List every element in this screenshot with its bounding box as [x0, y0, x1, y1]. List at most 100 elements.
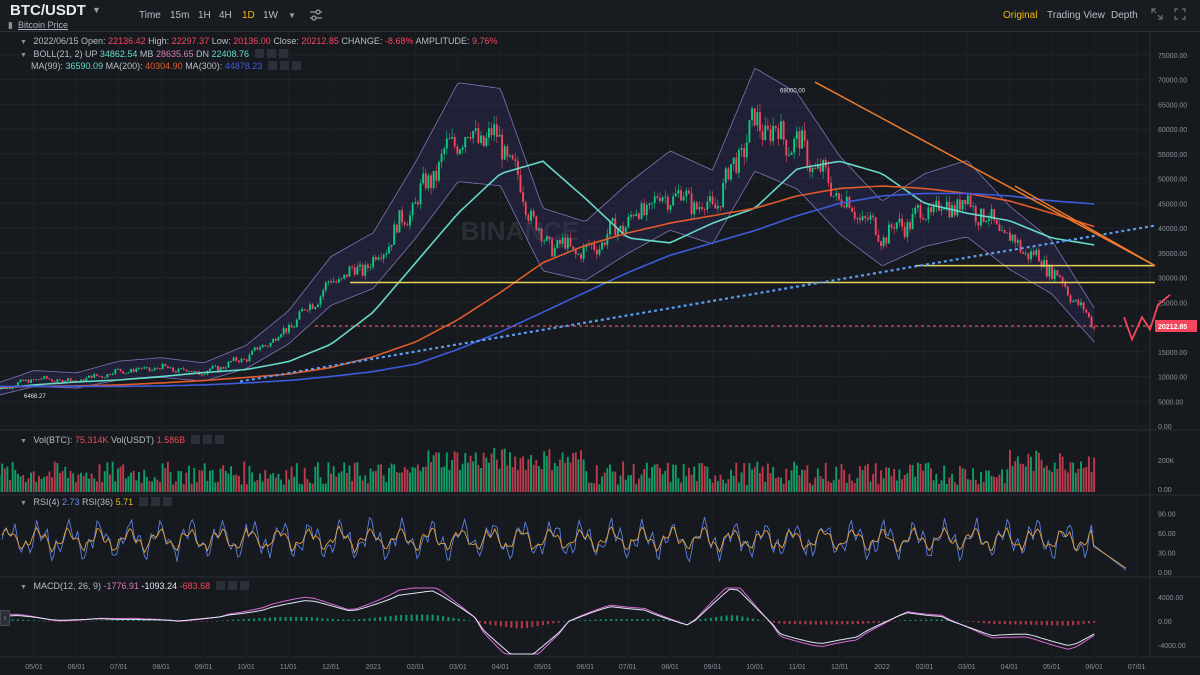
- collapse-icon[interactable]: ▼: [20, 584, 27, 591]
- current-price-tag-label: 20212.85: [1158, 324, 1187, 331]
- volume-bar: [622, 461, 625, 492]
- candle-body: [940, 208, 943, 211]
- candle-body: [559, 240, 561, 244]
- timeframe-1w[interactable]: 1W: [263, 10, 278, 21]
- candle-body: [409, 215, 411, 226]
- candle-body: [182, 368, 185, 370]
- timeframe-more-icon[interactable]: ▼: [288, 11, 296, 20]
- close-button[interactable]: [214, 435, 224, 444]
- volume-bar: [282, 484, 285, 492]
- view-trading-view[interactable]: Trading View: [1047, 10, 1105, 21]
- timeframe-4h[interactable]: 4H: [219, 10, 232, 21]
- view-depth[interactable]: Depth: [1111, 10, 1138, 21]
- candle-body: [422, 173, 425, 184]
- volume-bar: [190, 483, 193, 492]
- macd-histogram-bar: [998, 621, 1001, 625]
- candle-body: [269, 342, 272, 347]
- timeframe-time[interactable]: Time: [139, 10, 161, 21]
- fullscreen-icon[interactable]: [1174, 8, 1186, 20]
- candle-body: [74, 380, 77, 382]
- date-axis-label: 06/01: [577, 664, 595, 671]
- candle-body: [272, 339, 275, 343]
- candle-body: [990, 209, 993, 219]
- candle-body: [1064, 282, 1067, 287]
- pair-title[interactable]: BTC/USDT: [10, 2, 86, 19]
- volume-bar: [151, 481, 154, 492]
- macd-histogram-bar: [216, 620, 219, 622]
- volume-bar: [185, 472, 188, 492]
- macd-histogram-bar: [373, 617, 376, 621]
- visibility-toggle[interactable]: [267, 61, 277, 70]
- volume-bar: [714, 475, 717, 492]
- candle-body: [666, 196, 669, 210]
- collapse-icon[interactable]: ▼: [20, 438, 27, 445]
- settings-button[interactable]: [227, 581, 237, 590]
- candle-body: [40, 378, 43, 380]
- settings-button[interactable]: [266, 49, 276, 58]
- close-button[interactable]: [162, 497, 172, 506]
- macd-histogram-bar: [300, 616, 303, 621]
- volume-bar: [24, 482, 27, 492]
- candle-body: [264, 345, 267, 347]
- volume-bar: [130, 472, 133, 492]
- visibility-toggle[interactable]: [138, 497, 148, 506]
- macd-histogram-bar: [200, 621, 203, 622]
- candle-body: [322, 290, 325, 297]
- candle-body: [540, 228, 543, 242]
- pair-dropdown-icon[interactable]: ▼: [92, 5, 101, 15]
- macd-histogram-bar: [1066, 621, 1069, 626]
- timeframe-15m[interactable]: 15m: [170, 10, 190, 21]
- visibility-toggle[interactable]: [190, 435, 200, 444]
- timeframe-1h[interactable]: 1H: [198, 10, 211, 21]
- date-axis-label: 02/01: [407, 664, 425, 671]
- settings-button[interactable]: [279, 61, 289, 70]
- volume-bar: [993, 476, 996, 492]
- volume-bar: [972, 468, 975, 492]
- view-original[interactable]: Original: [1003, 10, 1038, 21]
- ma200-line: [0, 185, 1095, 388]
- visibility-toggle[interactable]: [254, 49, 264, 58]
- volume-bar: [722, 479, 725, 492]
- macd-histogram-bar: [169, 620, 172, 622]
- macd-histogram-bar: [730, 615, 733, 621]
- macd-histogram-bar: [657, 619, 660, 621]
- settings-button[interactable]: [202, 435, 212, 444]
- chart-handle-icon[interactable]: ›: [0, 610, 10, 626]
- visibility-toggle[interactable]: [215, 581, 225, 590]
- timeframe-1d[interactable]: 1D: [242, 10, 255, 21]
- candle-body: [814, 167, 817, 169]
- close-button[interactable]: [239, 581, 249, 590]
- collapse-icon[interactable]: ▼: [20, 52, 27, 59]
- candle-body: [601, 242, 604, 250]
- volume-bar: [356, 462, 359, 492]
- expand-icon[interactable]: [1151, 8, 1163, 20]
- macd-histogram-bar: [279, 617, 282, 621]
- volume-bar: [927, 462, 930, 492]
- price-axis-label: 70000.00: [1158, 78, 1187, 85]
- macd-histogram-bar: [274, 617, 277, 621]
- volume-bar: [306, 478, 309, 492]
- close-button[interactable]: [278, 49, 288, 58]
- macd-histogram-bar: [1003, 621, 1006, 625]
- date-axis-label: 11/01: [789, 664, 806, 671]
- settings-button[interactable]: [150, 497, 160, 506]
- volume-bar: [864, 465, 867, 492]
- candle-body: [1077, 299, 1080, 306]
- candle-body: [993, 209, 996, 221]
- indicator-settings-icon[interactable]: [309, 9, 323, 21]
- collapse-icon[interactable]: ▼: [20, 39, 27, 46]
- volume-bar: [227, 473, 230, 492]
- date-axis-label: 10/01: [746, 664, 764, 671]
- close-button[interactable]: [291, 61, 301, 70]
- volume-axis-label: 200K: [1158, 458, 1175, 465]
- volume-bar: [372, 471, 375, 492]
- volume-bar: [711, 482, 714, 492]
- candle-body: [103, 377, 106, 379]
- bitcoin-price-link[interactable]: Bitcoin Price: [18, 20, 69, 30]
- candle-body: [998, 224, 1001, 231]
- collapse-icon[interactable]: ▼: [20, 500, 27, 507]
- macd-histogram-bar: [914, 619, 917, 621]
- volume-bar: [1048, 470, 1051, 492]
- volume-bar: [777, 477, 780, 492]
